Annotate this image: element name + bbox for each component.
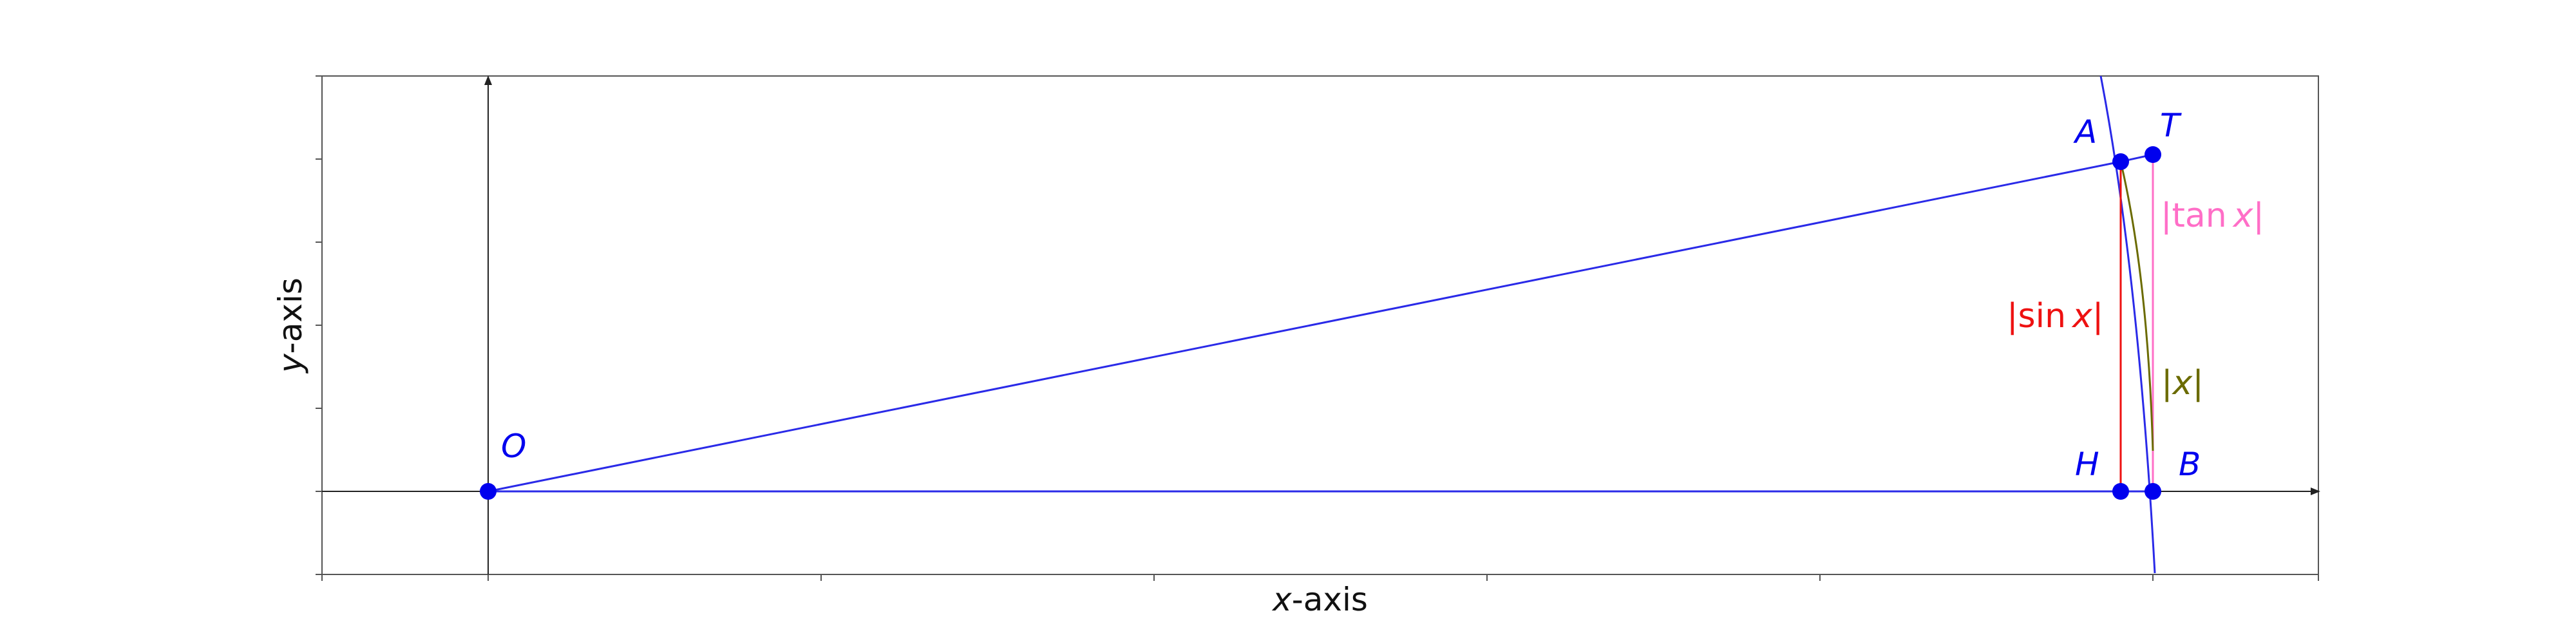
- point-h: [2112, 483, 2129, 500]
- tick-marks: [316, 75, 2319, 581]
- x-axis-arrowhead: [2311, 488, 2320, 495]
- arc-label: |x|: [2161, 364, 2204, 402]
- point-a: [2112, 153, 2129, 170]
- point-label-a: A: [2073, 113, 2097, 151]
- point-label-h: H: [2075, 446, 2099, 483]
- point-label-o: O: [501, 428, 526, 465]
- y-axis-arrowhead: [484, 75, 492, 85]
- arc-length-curve: [2119, 161, 2154, 451]
- tan-label: |tan x|: [2161, 196, 2264, 235]
- sin-label: |sin x|: [2007, 297, 2103, 336]
- point-b: [2145, 483, 2161, 500]
- x-axis-label: x-axis: [1271, 581, 1368, 618]
- point-t: [2145, 146, 2161, 163]
- point-o: [480, 483, 497, 500]
- radius-oa: [488, 160, 2121, 493]
- point-label-t: T: [2160, 107, 2182, 144]
- y-axis-label: y-axis: [272, 278, 309, 374]
- point-label-b: B: [2179, 446, 2201, 483]
